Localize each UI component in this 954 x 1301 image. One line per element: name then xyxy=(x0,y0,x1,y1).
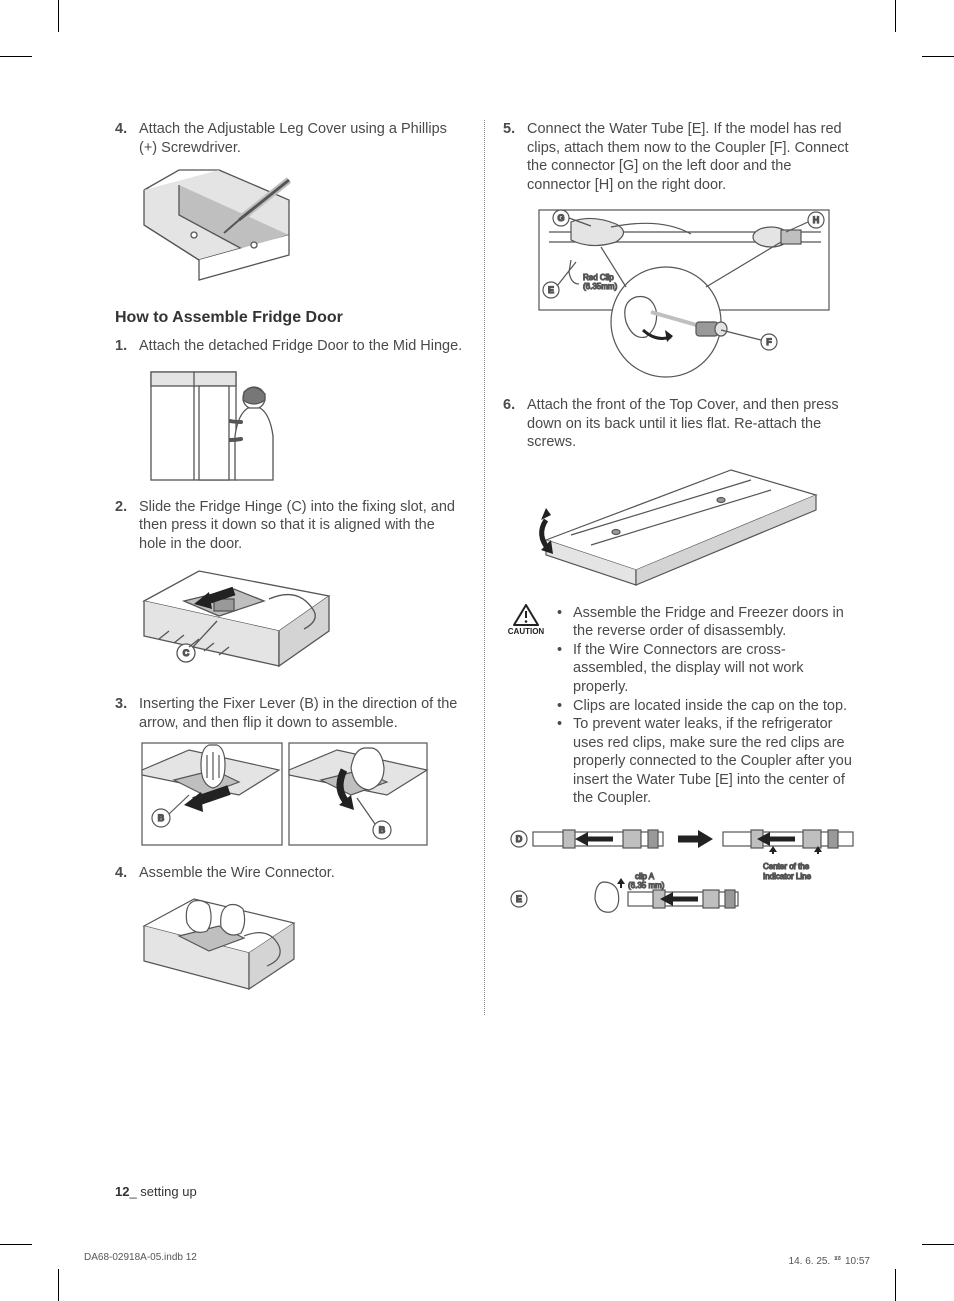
svg-text:E: E xyxy=(548,285,554,295)
step-text: Attach the Adjustable Leg Cover using a … xyxy=(139,120,466,157)
step-text: Connect the Water Tube [E]. If the model… xyxy=(527,120,854,194)
svg-text:C: C xyxy=(183,648,190,658)
column-layout: 4. Attach the Adjustable Leg Cover using… xyxy=(115,120,854,1015)
step-number: 4. xyxy=(115,120,139,157)
left-column: 4. Attach the Adjustable Leg Cover using… xyxy=(115,120,466,1015)
page: 4. Attach the Adjustable Leg Cover using… xyxy=(0,0,954,1301)
step-number: 5. xyxy=(503,120,527,194)
footer-section: _ setting up xyxy=(129,1184,196,1199)
step-6: 6. Attach the front of the Top Cover, an… xyxy=(503,396,854,452)
page-footer: 12_ setting up xyxy=(115,1184,197,1199)
figure-step2: C xyxy=(139,561,466,681)
step-number: 4. xyxy=(115,864,139,883)
crop-mark xyxy=(895,1269,896,1301)
svg-text:D: D xyxy=(516,834,523,844)
step-number: 1. xyxy=(115,337,139,356)
caution-list: Assemble the Fridge and Freezer doors in… xyxy=(557,604,854,808)
step-4-wire: 4. Assemble the Wire Connector. xyxy=(115,864,466,883)
caution-item: To prevent water leaks, if the refrigera… xyxy=(557,715,854,808)
meta-file: DA68-02918A-05.indb 12 xyxy=(84,1252,197,1267)
step-3: 3. Inserting the Fixer Lever (B) in the … xyxy=(115,695,466,732)
step-text: Inserting the Fixer Lever (B) in the dir… xyxy=(139,695,466,732)
svg-text:B: B xyxy=(158,813,165,823)
crop-mark xyxy=(58,1269,59,1301)
caution-item: Assemble the Fridge and Freezer doors in… xyxy=(557,604,854,641)
figure-coupler-detail: D xyxy=(503,824,854,929)
subheading-assemble-fridge-door: How to Assemble Fridge Door xyxy=(115,309,466,327)
right-column: 5. Connect the Water Tube [E]. If the mo… xyxy=(503,120,854,1015)
svg-text:B: B xyxy=(379,825,386,835)
step-5: 5. Connect the Water Tube [E]. If the mo… xyxy=(503,120,854,194)
step-4-legcover: 4. Attach the Adjustable Leg Cover using… xyxy=(115,120,466,157)
step-2: 2. Slide the Fridge Hinge (C) into the f… xyxy=(115,498,466,554)
svg-text:E: E xyxy=(516,894,522,904)
step-text: Slide the Fridge Hinge (C) into the fixi… xyxy=(139,498,466,554)
svg-text:Indicator Line: Indicator Line xyxy=(763,872,812,881)
svg-text:H: H xyxy=(813,215,820,225)
figure-step4-wire xyxy=(139,891,466,1001)
figure-step3: B B xyxy=(139,740,466,850)
svg-text:(6.35mm): (6.35mm) xyxy=(583,282,618,291)
step-number: 2. xyxy=(115,498,139,554)
svg-text:G: G xyxy=(557,213,564,223)
svg-text:Red Clip: Red Clip xyxy=(583,273,614,282)
caution-block: CAUTION Assemble the Fridge and Freezer … xyxy=(503,604,854,808)
caution-item: Clips are located inside the cap on the … xyxy=(557,697,854,716)
svg-text:Center of the: Center of the xyxy=(763,862,810,871)
crop-mark xyxy=(922,1244,954,1245)
crop-mark xyxy=(58,0,59,32)
step-text: Attach the detached Fridge Door to the M… xyxy=(139,337,466,356)
crop-mark xyxy=(0,1244,32,1245)
step-number: 3. xyxy=(115,695,139,732)
svg-text:clip A: clip A xyxy=(635,872,655,881)
svg-text:(6.35 mm): (6.35 mm) xyxy=(628,881,665,890)
caution-label: CAUTION xyxy=(508,627,544,636)
step-number: 6. xyxy=(503,396,527,452)
svg-text:F: F xyxy=(766,337,772,347)
crop-mark xyxy=(922,56,954,57)
crop-mark xyxy=(0,56,32,57)
column-divider xyxy=(484,120,485,1015)
step-text: Attach the front of the Top Cover, and t… xyxy=(527,396,854,452)
crop-mark xyxy=(895,0,896,32)
figure-legcover xyxy=(139,165,466,295)
step-1: 1. Attach the detached Fridge Door to th… xyxy=(115,337,466,356)
caution-icon: CAUTION xyxy=(503,604,549,808)
figure-step5: G H E F Red Clip (6.35mm) xyxy=(521,202,854,382)
page-number: 12 xyxy=(115,1184,129,1199)
meta-date: 14. 6. 25. ᄑᄒ 10:57 xyxy=(789,1252,870,1267)
print-meta: DA68-02918A-05.indb 12 14. 6. 25. ᄑᄒ 10:… xyxy=(84,1252,870,1267)
step-text: Assemble the Wire Connector. xyxy=(139,864,466,883)
figure-step6 xyxy=(521,460,854,590)
figure-step1 xyxy=(139,364,466,484)
caution-item: If the Wire Connectors are cross-assembl… xyxy=(557,641,854,697)
